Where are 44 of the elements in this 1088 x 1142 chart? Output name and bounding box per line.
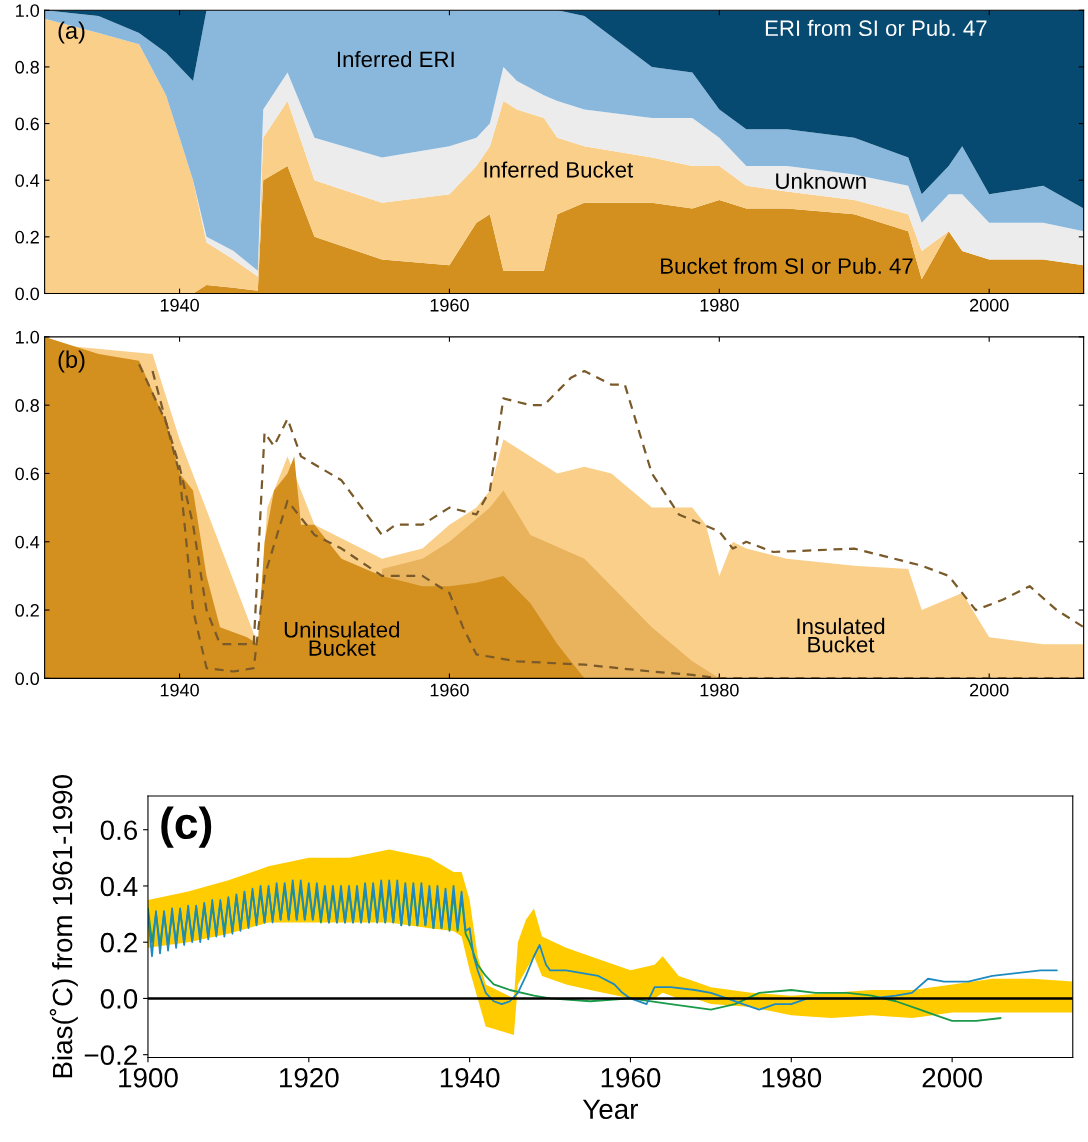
- annotation: Unknown: [776, 172, 866, 190]
- x-tick-label: 2000: [922, 1067, 982, 1088]
- annotation: Inferred ERI: [337, 50, 454, 68]
- y-tick-label: 0.0: [15, 672, 40, 686]
- line-series: [147, 879, 1058, 1011]
- y-tick-label: −0.2: [84, 1045, 137, 1066]
- x-tick-label: 1900: [119, 1067, 178, 1088]
- x-tick-label: 1940: [440, 1067, 500, 1088]
- y-tick-label: 0.2: [15, 603, 39, 617]
- annotation: Insulated Bucket: [797, 617, 885, 653]
- annotation: Inferred Bucket: [484, 161, 634, 178]
- x-tick-label: 1980: [700, 298, 739, 312]
- annotation: ERI from SI or Pub. 47: [765, 19, 987, 37]
- annotation: (b): [58, 350, 85, 373]
- y-tick-label: 0.6: [15, 117, 39, 131]
- x-tick-label: 1940: [160, 298, 199, 312]
- y-tick-label: 0.0: [100, 989, 138, 1009]
- y-axis-title: Bias(˚C) from 1961-1990: [49, 774, 78, 1078]
- x-tick-label: 1960: [430, 298, 469, 312]
- x-tick-label: 1940: [160, 683, 199, 697]
- y-tick-label: 0.8: [15, 60, 39, 74]
- y-tick-label: 1.0: [16, 330, 40, 344]
- annotation: Bucket from SI or Pub. 47: [661, 257, 913, 274]
- y-tick-label: 0.2: [15, 230, 39, 244]
- y-tick-label: 0.6: [100, 820, 138, 841]
- y-tick-label: 0.4: [100, 876, 138, 897]
- x-tick-label: 1960: [601, 1067, 661, 1088]
- y-tick-label: 0.4: [15, 535, 40, 549]
- y-tick-label: 1.0: [16, 4, 40, 17]
- x-axis-title: Year: [582, 1099, 638, 1120]
- x-tick-label: 1920: [280, 1067, 339, 1088]
- y-tick-label: 0.6: [15, 467, 39, 481]
- x-tick-label: 2000: [970, 298, 1009, 312]
- x-tick-label: 1980: [700, 683, 739, 697]
- annotation: (c): [161, 806, 212, 848]
- y-tick-label: 0.0: [15, 287, 40, 301]
- y-tick-label: 0.8: [15, 399, 39, 412]
- y-tick-label: 0.2: [100, 932, 137, 953]
- x-tick-label: 1980: [762, 1067, 822, 1088]
- annotation: (a): [58, 21, 85, 44]
- y-tick-label: 0.4: [15, 174, 40, 187]
- annotation: Uninsulated Bucket: [284, 621, 400, 656]
- x-tick-label: 1960: [430, 683, 469, 697]
- x-tick-label: 2000: [970, 683, 1009, 697]
